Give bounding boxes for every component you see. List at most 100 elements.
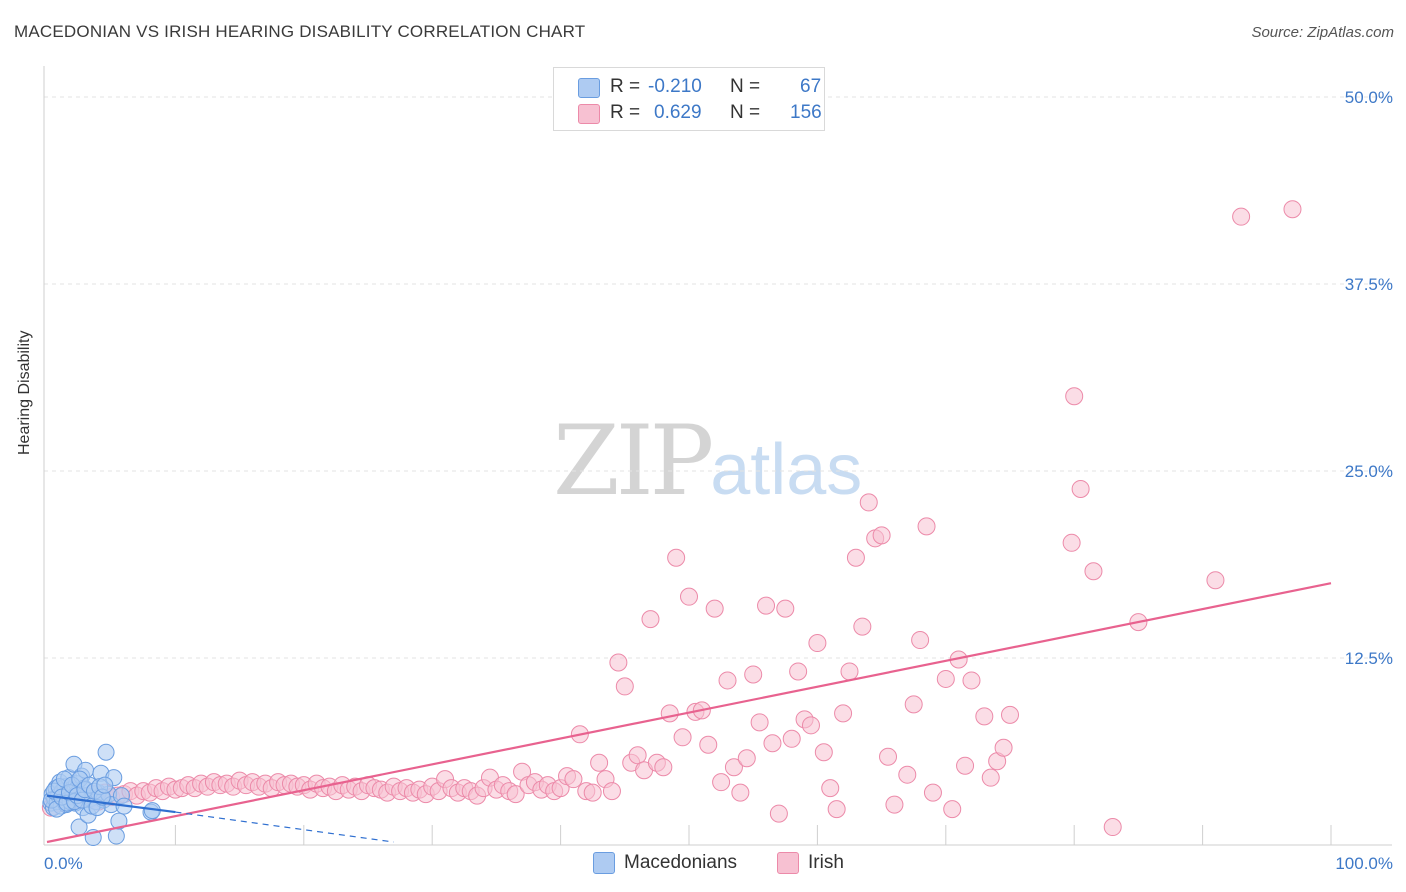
watermark-atlas: atlas: [710, 430, 863, 510]
axes: [43, 66, 1392, 846]
irish-point: [769, 804, 788, 823]
trend-lines: [46, 582, 1332, 844]
r-value: -0.210: [648, 76, 702, 97]
irish-point: [699, 735, 718, 754]
macedonian-trend-line: [46, 794, 176, 814]
irish-point: [609, 653, 628, 672]
irish-point: [660, 704, 679, 723]
irish-point: [673, 728, 692, 747]
irish-point: [1084, 562, 1103, 581]
irish-point: [789, 662, 808, 681]
x-tick-label: 100.0%: [1335, 854, 1393, 873]
macedonian-point: [97, 743, 115, 761]
irish-point: [615, 677, 634, 696]
watermark: ZIPatlas: [553, 405, 862, 517]
irish-swatch: [578, 104, 600, 124]
irish-point: [956, 756, 975, 775]
r-label: R =: [610, 76, 641, 97]
tick-labels: 12.5% 25.0% 37.5% 50.0% 0.0% 100.0%: [44, 88, 1393, 873]
irish-point: [782, 729, 801, 748]
y-tick-label: 25.0%: [1345, 462, 1393, 481]
irish-point: [904, 695, 923, 714]
macedonian-trend-extension: [175, 811, 394, 843]
irish-point: [917, 517, 936, 536]
n-value: 67: [800, 76, 822, 97]
irish-point: [943, 800, 962, 819]
irish-point: [1062, 533, 1081, 552]
irish-point: [757, 596, 776, 615]
irish-point: [975, 707, 994, 726]
y-tick-label: 12.5%: [1345, 649, 1393, 668]
irish-point: [801, 716, 820, 735]
irish-point: [1283, 200, 1302, 219]
irish-point: [654, 758, 673, 777]
chart-title: MACEDONIAN VS IRISH HEARING DISABILITY C…: [14, 22, 586, 41]
macedonian-points: [42, 743, 161, 847]
irish-point: [834, 704, 853, 723]
n-value: 156: [790, 102, 822, 123]
irish-point: [776, 599, 795, 618]
irish-point: [981, 768, 1000, 787]
irish-point: [879, 747, 898, 766]
watermark-zip: ZIP: [553, 405, 714, 517]
irish-point: [583, 783, 602, 802]
irish-point: [667, 548, 686, 567]
stats-box: R = -0.210 N = 67 R = 0.629 N = 156: [553, 67, 825, 131]
n-label: N =: [730, 102, 761, 123]
irish-point: [602, 782, 621, 801]
irish-point: [1206, 571, 1225, 590]
y-tick-label: 37.5%: [1345, 275, 1393, 294]
irish-point: [923, 783, 942, 802]
source-label[interactable]: Source: ZipAtlas.com: [1251, 24, 1394, 41]
irish-point: [1065, 387, 1084, 406]
irish-point: [853, 617, 872, 636]
irish-point: [846, 548, 865, 567]
irish-point: [814, 743, 833, 762]
irish-point: [936, 669, 955, 688]
irish-point: [827, 800, 846, 819]
irish-point: [898, 765, 917, 784]
irish-point: [911, 631, 930, 650]
gridlines: [44, 96, 1392, 659]
irish-point: [1071, 479, 1090, 498]
r-label: R =: [610, 102, 641, 123]
irish-point: [718, 671, 737, 690]
irish-point: [737, 749, 756, 768]
legend-label: Irish: [808, 852, 844, 873]
irish-point: [724, 758, 743, 777]
irish-point: [506, 785, 525, 804]
macedonian-point: [110, 812, 128, 830]
irish-point: [590, 753, 609, 772]
irish-point: [712, 773, 731, 792]
irish-point: [1103, 818, 1122, 837]
irish-point: [750, 713, 769, 732]
irish-legend-swatch: [777, 852, 799, 874]
irish-point: [1232, 207, 1251, 226]
y-tick-label: 50.0%: [1345, 88, 1393, 107]
irish-point: [731, 783, 750, 802]
irish-point: [763, 734, 782, 753]
x-tick-label: 0.0%: [44, 854, 83, 873]
irish-point: [859, 493, 878, 512]
irish-point: [680, 587, 698, 606]
irish-points: [41, 200, 1302, 837]
irish-point: [994, 738, 1013, 757]
irish-point: [705, 599, 724, 618]
irish-point: [821, 779, 840, 798]
macedonian-point: [107, 827, 125, 845]
macedonians-swatch: [578, 78, 600, 98]
irish-point: [962, 671, 981, 690]
macedonian-point: [96, 776, 114, 794]
irish-point: [840, 662, 859, 681]
n-label: N =: [730, 76, 761, 97]
irish-point: [744, 665, 763, 684]
irish-point: [628, 746, 647, 765]
macedonians-legend-swatch: [593, 852, 615, 874]
legend-label: Macedonians: [624, 852, 738, 873]
irish-point: [641, 610, 660, 629]
irish-point: [564, 770, 583, 789]
irish-trend-line: [46, 582, 1332, 844]
irish-point: [872, 526, 891, 545]
irish-point: [885, 795, 904, 814]
